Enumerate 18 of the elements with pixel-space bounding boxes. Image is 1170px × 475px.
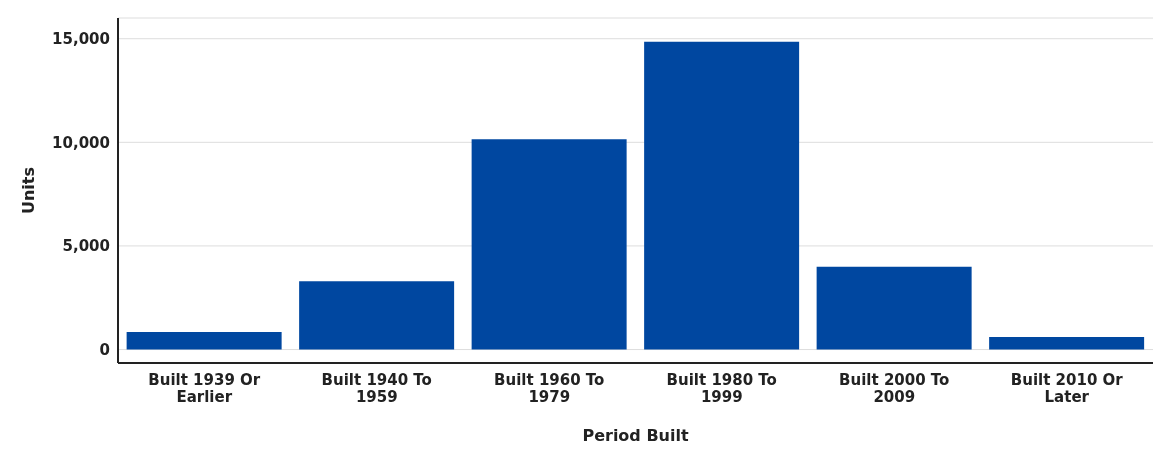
- y-tick-label: 10,000: [52, 133, 110, 152]
- x-tick-label: Built 2010 Or Later: [1010, 371, 1124, 406]
- x-tick-label: Built 1940 To 1959: [321, 371, 432, 406]
- bar: [989, 337, 1145, 350]
- bar: [126, 331, 282, 350]
- x-axis-title: Period Built: [582, 426, 689, 445]
- x-tick-label: Built 1960 To 1979: [494, 371, 605, 406]
- y-tick-label: 5,000: [62, 237, 110, 256]
- bar: [644, 41, 800, 350]
- y-tick-label: 15,000: [52, 30, 110, 49]
- x-tick-label: Built 1980 To 1999: [666, 371, 777, 406]
- x-tick-label: Built 1939 Or Earlier: [148, 371, 261, 406]
- x-tick-label: Built 2000 To 2009: [839, 371, 950, 406]
- y-tick-label: 0: [99, 340, 110, 359]
- bar: [471, 139, 627, 350]
- bar: [816, 266, 972, 350]
- bar: [299, 281, 455, 350]
- y-axis-title: Units: [18, 166, 38, 215]
